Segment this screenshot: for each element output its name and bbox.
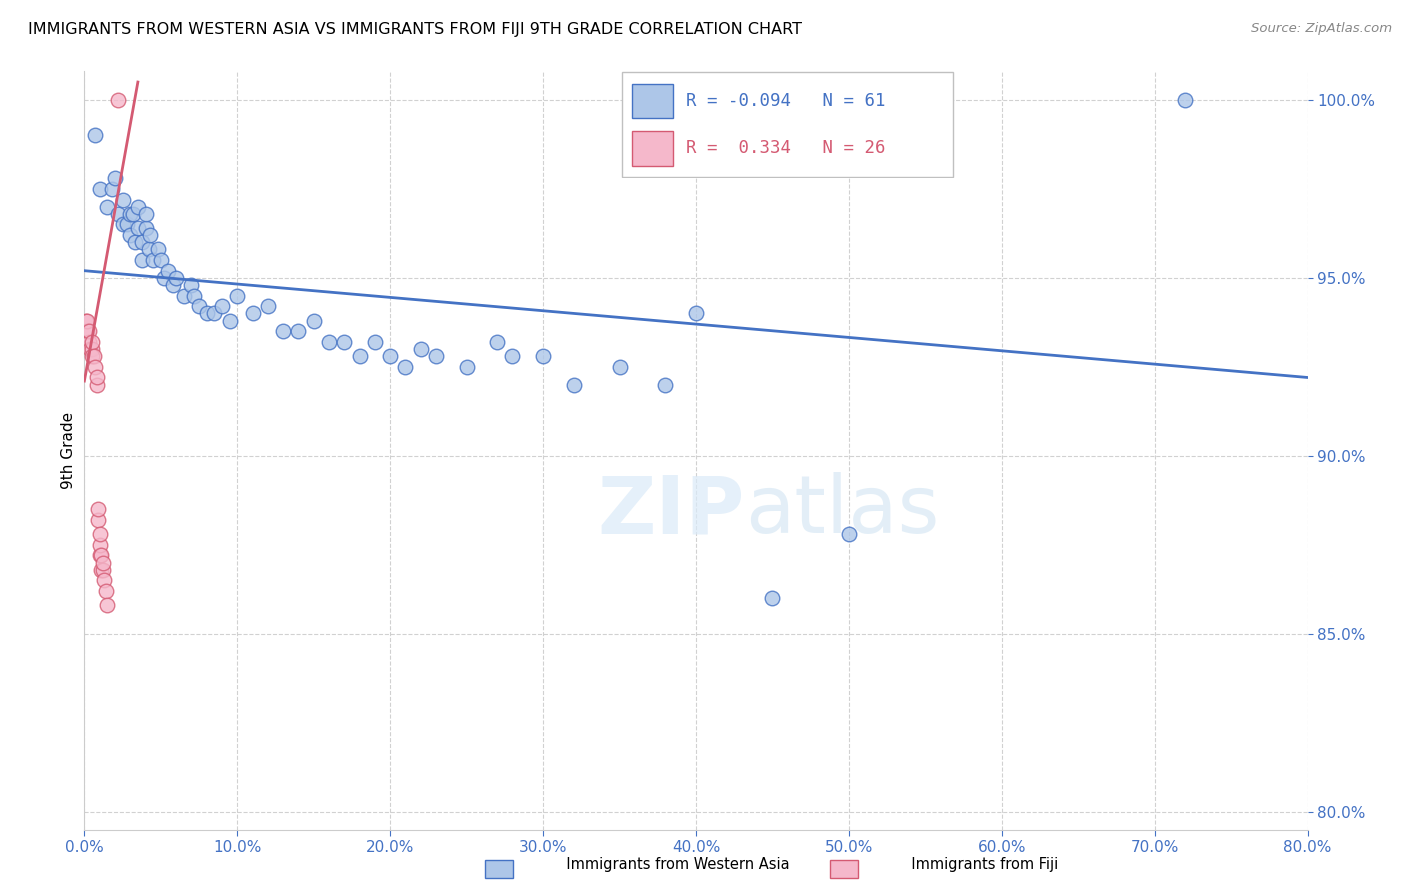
Point [157, 263, 180, 277]
Point [89, 538, 111, 552]
Point [183, 288, 205, 302]
Point [364, 334, 387, 349]
Point [202, 306, 225, 320]
Point [80, 334, 103, 349]
Point [77, 334, 100, 349]
Point [257, 299, 280, 313]
Point [562, 377, 585, 392]
Point [84, 128, 107, 143]
Text: atlas: atlas [745, 472, 939, 550]
Point [218, 313, 240, 327]
Point [93, 574, 115, 588]
Point [77, 324, 100, 338]
Point [86, 370, 108, 384]
Point [287, 324, 309, 338]
Point [149, 253, 172, 268]
Point [135, 221, 157, 235]
Point [86, 377, 108, 392]
Point [131, 253, 153, 268]
Point [394, 359, 416, 374]
Point [124, 235, 146, 250]
Text: IMMIGRANTS FROM WESTERN ASIA VS IMMIGRANTS FROM FIJI 9TH GRADE CORRELATION CHART: IMMIGRANTS FROM WESTERN ASIA VS IMMIGRAN… [28, 22, 801, 37]
Point [333, 334, 356, 349]
Point [80, 349, 103, 363]
Y-axis label: 9th Grade: 9th Grade [60, 412, 76, 489]
Point [318, 334, 340, 349]
Point [302, 313, 325, 327]
Point [1174, 93, 1197, 107]
Point [87, 513, 110, 527]
Point [111, 193, 134, 207]
Point [531, 349, 554, 363]
Point [94, 584, 117, 599]
Point [165, 270, 187, 285]
Point [89, 182, 111, 196]
Text: R = -0.094   N = 61: R = -0.094 N = 61 [686, 93, 886, 111]
Point [89, 527, 111, 541]
Point [91, 556, 114, 570]
Point [838, 527, 860, 541]
Point [127, 221, 149, 235]
Point [76, 313, 98, 327]
FancyBboxPatch shape [621, 72, 953, 178]
Point [96, 599, 118, 613]
Point [84, 359, 107, 374]
Point [120, 228, 142, 243]
Point [87, 502, 110, 516]
Point [111, 218, 134, 232]
Point [90, 549, 112, 563]
Point [107, 207, 129, 221]
Point [131, 235, 153, 250]
Point [75, 313, 97, 327]
Text: R =  0.334   N = 26: R = 0.334 N = 26 [686, 139, 886, 157]
Point [153, 270, 176, 285]
Point [609, 359, 631, 374]
Bar [633, 131, 672, 166]
Point [120, 207, 142, 221]
Point [138, 243, 160, 257]
Point [486, 334, 509, 349]
Point [91, 563, 114, 577]
Point [115, 218, 138, 232]
Point [195, 306, 218, 320]
Point [96, 200, 118, 214]
Point [502, 349, 524, 363]
Point [211, 299, 233, 313]
Point [685, 306, 707, 320]
Point [83, 349, 105, 363]
Text: Immigrants from Fiji: Immigrants from Fiji [879, 857, 1057, 872]
Point [188, 299, 211, 313]
Point [226, 288, 249, 302]
Text: Source: ZipAtlas.com: Source: ZipAtlas.com [1251, 22, 1392, 36]
Point [146, 243, 169, 257]
Point [180, 277, 202, 292]
Point [135, 207, 157, 221]
Text: Immigrants from Western Asia: Immigrants from Western Asia [534, 857, 790, 872]
Point [122, 207, 145, 221]
Bar [633, 84, 672, 119]
Point [349, 349, 371, 363]
Point [104, 171, 127, 186]
Point [80, 342, 103, 356]
Point [76, 324, 98, 338]
Point [761, 591, 783, 606]
Point [162, 277, 184, 292]
Point [380, 349, 402, 363]
Point [90, 563, 112, 577]
Point [139, 228, 162, 243]
Point [107, 93, 129, 107]
Point [425, 349, 447, 363]
Point [79, 342, 101, 356]
Point [409, 342, 432, 356]
Point [89, 549, 111, 563]
Point [456, 359, 478, 374]
Point [101, 182, 124, 196]
Point [242, 306, 264, 320]
Point [271, 324, 294, 338]
Point [142, 253, 165, 268]
Point [654, 377, 676, 392]
Point [127, 200, 149, 214]
Point [173, 288, 195, 302]
Text: ZIP: ZIP [598, 472, 745, 550]
